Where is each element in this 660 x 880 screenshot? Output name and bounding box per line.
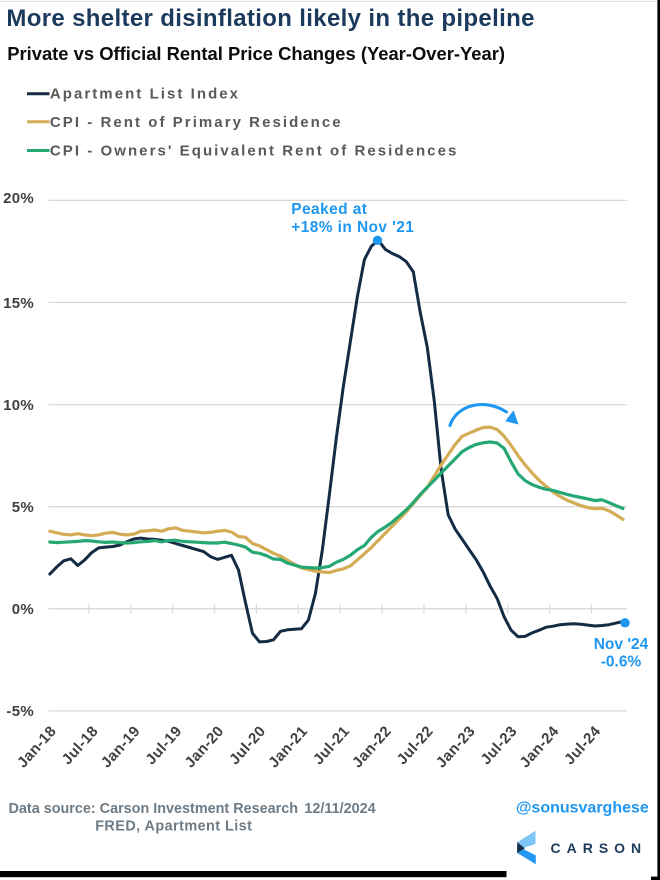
svg-text:@sonusvarghese: @sonusvarghese: [516, 800, 649, 817]
svg-text:5%: 5%: [12, 499, 34, 516]
svg-text:Nov '24: Nov '24: [594, 636, 649, 653]
svg-text:0%: 0%: [12, 601, 34, 618]
svg-text:15%: 15%: [3, 295, 34, 312]
svg-text:CPI - Owners' Equivalent Rent: CPI - Owners' Equivalent Rent of Residen…: [50, 142, 458, 159]
svg-text:12/11/2024: 12/11/2024: [304, 801, 375, 817]
svg-text:20%: 20%: [3, 190, 34, 207]
svg-text:-0.6%: -0.6%: [601, 654, 642, 671]
svg-text:-5%: -5%: [6, 703, 34, 720]
svg-text:Apartment List Index: Apartment List Index: [50, 86, 240, 103]
svg-text:Private vs Official Rental Pri: Private vs Official Rental Price Changes…: [7, 43, 505, 64]
svg-text:CPI - Rent of Primary Residenc: CPI - Rent of Primary Residence: [50, 114, 343, 131]
svg-text:Data source: Carson Investment: Data source: Carson Investment Research: [9, 801, 299, 817]
svg-text:Peaked at: Peaked at: [291, 201, 367, 218]
svg-text:More shelter disinflation like: More shelter disinflation likely in the …: [6, 5, 534, 32]
svg-text:FRED, Apartment List: FRED, Apartment List: [95, 819, 252, 835]
svg-text:+18% in Nov '21: +18% in Nov '21: [291, 219, 414, 236]
svg-text:10%: 10%: [3, 397, 34, 414]
svg-text:CARSON: CARSON: [551, 840, 648, 856]
